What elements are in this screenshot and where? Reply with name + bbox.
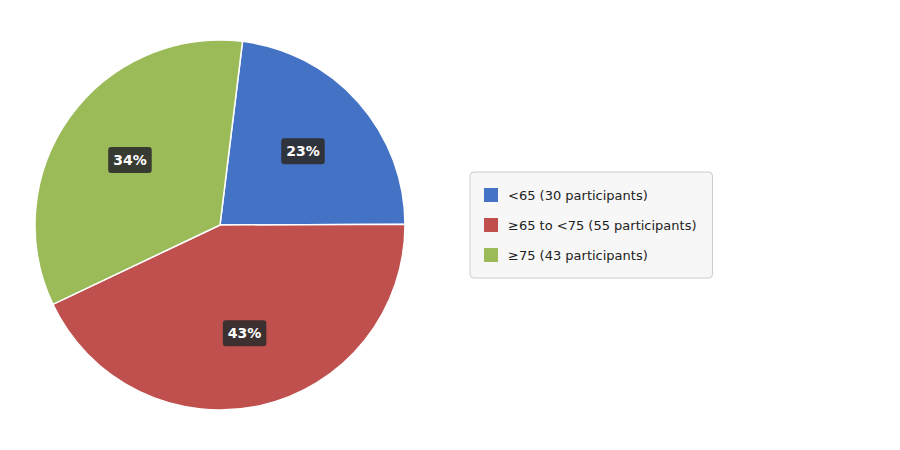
legend-label: <65 (30 participants) xyxy=(508,188,648,203)
pie xyxy=(35,40,405,410)
legend-frame xyxy=(470,172,713,278)
data-label: 23% xyxy=(286,143,320,159)
data-label-box xyxy=(108,147,152,173)
legend-swatch xyxy=(484,188,498,202)
legend: <65 (30 participants) ≥65 to <75 (55 part… xyxy=(470,172,713,278)
legend-swatch xyxy=(484,218,498,232)
data-label-box xyxy=(223,320,267,346)
chart: 23% 43% 34% <65 (30 participants) ≥65 to <75… xyxy=(0,0,900,450)
legend-label: ≥65 to <75 (55 participants) xyxy=(508,218,697,233)
legend-label: ≥75 (43 participants) xyxy=(508,248,648,263)
data-labels: 23% 43% 34% xyxy=(108,138,325,346)
legend-swatch xyxy=(484,248,498,262)
pie-slice xyxy=(220,41,405,225)
data-label-box xyxy=(281,138,325,164)
data-label: 34% xyxy=(113,152,147,168)
pie-slice xyxy=(35,40,243,304)
data-label: 43% xyxy=(228,325,262,341)
